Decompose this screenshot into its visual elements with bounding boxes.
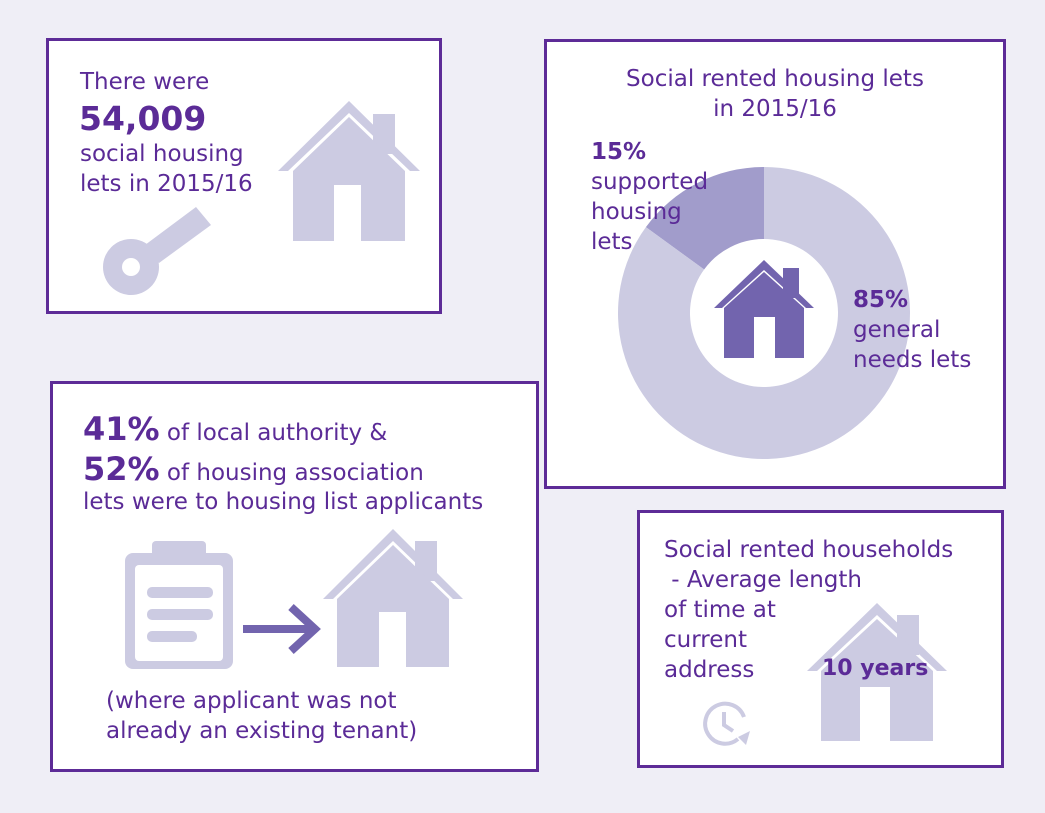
applicants-note-line2: already an existing tenant) bbox=[106, 718, 418, 744]
lets-count-number: 54,009 bbox=[79, 99, 207, 138]
ha-pct: 52% bbox=[83, 450, 160, 488]
tenure-line5: address bbox=[664, 657, 755, 683]
la-pct: 41% bbox=[83, 410, 160, 448]
general-pct-label: 85% bbox=[853, 287, 909, 313]
supported-label-line2: housing bbox=[591, 199, 682, 225]
donut-slice-supported-housing-lets bbox=[645, 167, 764, 270]
key-icon bbox=[103, 207, 211, 295]
chart-title-line1: Social rented housing lets bbox=[626, 66, 924, 92]
tenure-line2: - Average length bbox=[664, 567, 862, 593]
tenure-line3: of time at bbox=[664, 597, 776, 623]
supported-label-line3: lets bbox=[591, 229, 633, 255]
applicants-note-line1: (where applicant was not bbox=[106, 688, 397, 714]
house-icon bbox=[714, 260, 814, 358]
supported-pct-label: 15% bbox=[591, 139, 647, 165]
house-icon bbox=[807, 603, 947, 741]
arrow-right-icon bbox=[243, 604, 321, 654]
lets-intro-text: There were bbox=[80, 69, 210, 95]
ha-text: of housing association bbox=[159, 460, 424, 486]
supported-label-line1: supported bbox=[591, 169, 709, 195]
general-label-line1: general bbox=[853, 317, 941, 343]
lets-desc-line2: lets in 2015/16 bbox=[80, 171, 253, 197]
lets-desc-line1: social housing bbox=[80, 141, 244, 167]
social-housing-lets-panel: There were 54,009 social housing lets in… bbox=[46, 38, 442, 314]
tenure-value: 10 years bbox=[822, 656, 929, 681]
la-text: of local authority & bbox=[159, 420, 388, 446]
tenure-line1: Social rented households bbox=[664, 537, 954, 563]
tenure-line4: current bbox=[664, 627, 747, 653]
housing-list-applicants-panel: 41% of local authority & 52% of housing … bbox=[50, 381, 539, 772]
general-label-line2: needs lets bbox=[853, 347, 972, 373]
ha-line: 52% of housing association bbox=[83, 450, 424, 488]
donut-chart bbox=[618, 167, 910, 459]
la-line: 41% of local authority & bbox=[83, 410, 387, 448]
applicants-line3: lets were to housing list applicants bbox=[83, 489, 484, 515]
time-at-address-panel: Social rented households - Average lengt… bbox=[637, 510, 1004, 768]
clock-icon bbox=[703, 701, 750, 746]
donut-slice-general-needs-lets bbox=[618, 167, 910, 459]
house-icon bbox=[278, 101, 420, 241]
house-icon bbox=[323, 529, 463, 667]
clipboard-icon bbox=[125, 541, 233, 669]
housing-lets-breakdown-panel: Social rented housing lets in 2015/16 15… bbox=[544, 39, 1006, 489]
chart-title-line2: in 2015/16 bbox=[713, 96, 837, 122]
